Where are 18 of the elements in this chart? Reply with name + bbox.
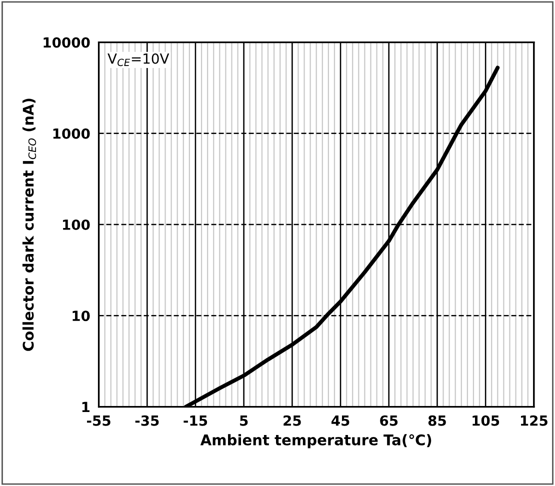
x-tick-label: -35 (135, 415, 159, 426)
x-tick-label: 5 (240, 416, 248, 426)
x-tick-label: 85 (428, 415, 446, 426)
y-tick-label: 100 (63, 220, 90, 230)
x-tick-label: -55 (86, 416, 110, 426)
y-tick-label: 10000 (44, 37, 90, 48)
y-tick-label: 1 (82, 402, 90, 412)
y-axis-title: Collector dark current I$_{CEO}$ (nA) (22, 98, 36, 351)
x-axis-title: Ambient temperature Ta(℃) (200, 434, 432, 448)
x-tick-label: 105 (472, 415, 500, 426)
annotation: V$_{CE}$=10V (108, 53, 170, 66)
x-tick-label: 65 (380, 415, 398, 426)
x-tick-label: 125 (520, 415, 548, 426)
x-tick-label: 45 (331, 416, 350, 426)
y-tick-label: 10 (72, 310, 90, 322)
y-tick-label: 1000 (53, 128, 90, 139)
x-tick-label: -15 (184, 416, 208, 426)
x-tick-label: 25 (284, 415, 301, 426)
